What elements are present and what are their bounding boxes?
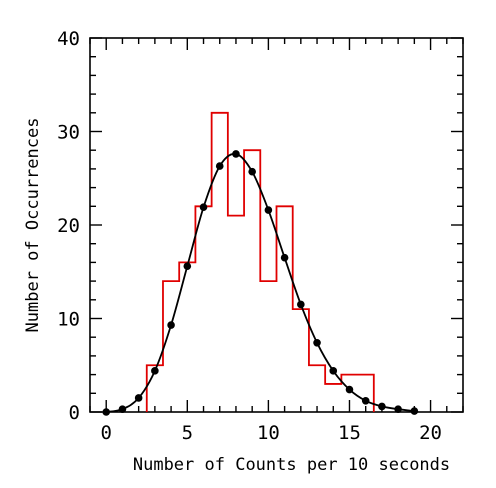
histogram-outline	[145, 111, 375, 412]
data-point	[199, 203, 208, 212]
marks	[102, 111, 419, 416]
data-point	[102, 408, 111, 416]
y-tick-label: 0	[69, 402, 80, 424]
data-point	[297, 300, 305, 309]
x-tick-label: 10	[257, 422, 280, 444]
data-point	[313, 339, 321, 347]
x-axis-title: Number of Counts per 10 seconds	[133, 455, 450, 475]
data-point	[394, 405, 402, 413]
data-point	[167, 321, 175, 329]
data-point	[134, 394, 143, 402]
x-tick-label: 5	[182, 422, 193, 444]
data-point	[215, 162, 224, 170]
data-point	[264, 206, 273, 214]
ticks	[89, 37, 464, 413]
x-tick-label: 0	[100, 422, 111, 444]
x-tick-label: 20	[419, 422, 442, 444]
y-tick-label: 20	[57, 215, 80, 237]
data-point	[280, 253, 289, 262]
y-tick-label: 10	[57, 309, 80, 331]
y-axis-title: Number of Occurrences	[23, 118, 43, 333]
tick-labels: 0 5 10 15 20 0 10 20 30 40	[57, 28, 442, 444]
data-point	[151, 367, 159, 375]
x-tick-label: 15	[338, 422, 361, 444]
data-point	[248, 167, 256, 176]
data-point	[232, 150, 240, 158]
data-point	[345, 385, 354, 394]
y-tick-label: 40	[57, 28, 80, 50]
data-point	[183, 262, 192, 270]
y-tick-label: 30	[57, 122, 80, 144]
data-point	[361, 396, 370, 405]
data-point	[378, 402, 386, 411]
data-point	[118, 405, 127, 413]
data-point	[410, 407, 419, 415]
data-point	[329, 367, 338, 375]
